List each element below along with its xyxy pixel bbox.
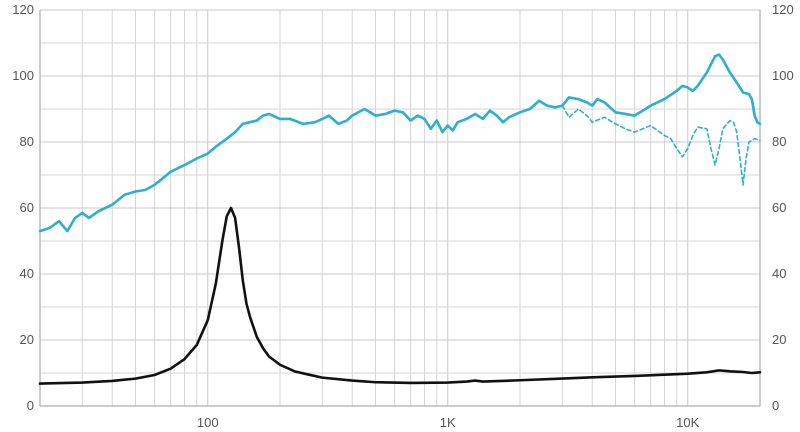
x-tick-label: 1K bbox=[440, 415, 456, 430]
y-tick-label-right: 120 bbox=[772, 2, 794, 17]
y-tick-label-left: 0 bbox=[27, 398, 34, 413]
tick-labels: 0 0 20 20 40 40 60 60 80 80 100 100 120 120 100 1K 10K bbox=[12, 2, 793, 430]
y-tick-label-right: 0 bbox=[772, 398, 779, 413]
x-tick-label: 100 bbox=[197, 415, 219, 430]
y-tick-label-right: 100 bbox=[772, 68, 794, 83]
y-tick-label-left: 20 bbox=[20, 332, 34, 347]
series-line-3 bbox=[38, 206, 762, 385]
y-tick-label-right: 60 bbox=[772, 200, 786, 215]
y-tick-label-left: 100 bbox=[12, 68, 34, 83]
x-tick-label: 10K bbox=[676, 415, 699, 430]
y-tick-label-right: 80 bbox=[772, 134, 786, 149]
y-tick-label-left: 60 bbox=[20, 200, 34, 215]
y-tick-label-left: 80 bbox=[20, 134, 34, 149]
series-group bbox=[38, 53, 762, 385]
y-tick-label-right: 20 bbox=[772, 332, 786, 347]
series-line-1 bbox=[38, 53, 762, 233]
y-tick-label-right: 40 bbox=[772, 266, 786, 281]
y-tick-label-left: 40 bbox=[20, 266, 34, 281]
y-tick-label-left: 120 bbox=[12, 2, 34, 17]
series-line-2 bbox=[561, 104, 761, 186]
axes bbox=[39, 10, 761, 407]
